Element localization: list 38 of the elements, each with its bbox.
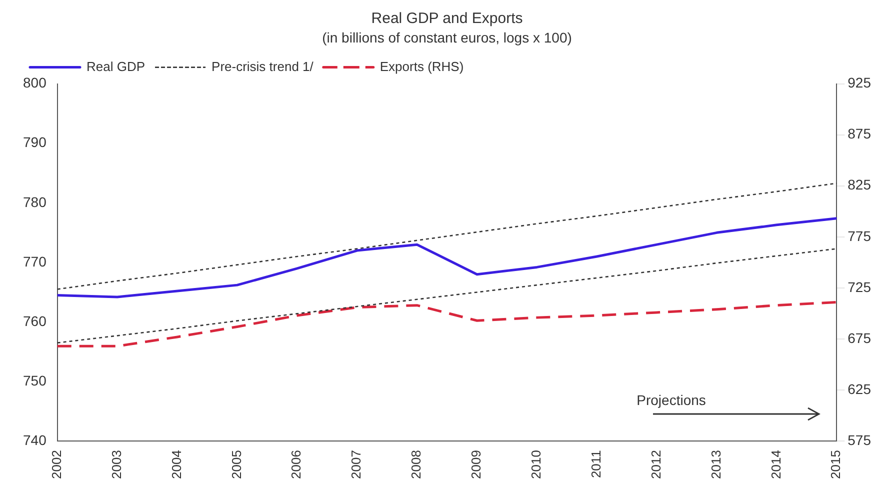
x-tick-label: 2014 xyxy=(768,450,784,479)
y2-tick-label: 575 xyxy=(848,432,872,448)
x-tick-label: 2004 xyxy=(168,450,184,479)
x-tick-label: 2015 xyxy=(828,450,844,479)
y2-tick-label: 725 xyxy=(848,278,872,295)
legend-label: Real GDP xyxy=(86,58,146,74)
y-tick-label: 750 xyxy=(23,372,47,388)
annotation: Projections xyxy=(636,392,706,408)
chart-subtitle: (in billions of constant euros, logs x 100) xyxy=(322,29,572,46)
x-tick-label: 2003 xyxy=(108,450,124,479)
y2-tick-label: 875 xyxy=(848,126,872,142)
x-tick-label: 2010 xyxy=(528,450,544,479)
y2-tick-label: 675 xyxy=(848,330,872,346)
y-tick-label: 790 xyxy=(23,134,47,150)
line-series xyxy=(56,182,838,290)
line-series xyxy=(56,301,838,348)
x-tick-label: 2011 xyxy=(588,450,604,478)
x-tick-label: 2005 xyxy=(228,450,244,479)
y2-tick-label: 775 xyxy=(848,228,872,244)
y2-tick-label: 925 xyxy=(848,74,872,91)
x-tick-label: 2013 xyxy=(708,450,724,479)
legend-label: Pre-crisis trend 1/ xyxy=(212,58,314,74)
y2-tick-label: 825 xyxy=(848,176,872,193)
x-tick-label: 2002 xyxy=(48,450,64,479)
y-tick-label: 780 xyxy=(23,194,47,210)
y-tick-label: 740 xyxy=(23,432,47,448)
x-tick-label: 2006 xyxy=(288,450,304,479)
line-series xyxy=(56,248,838,344)
x-tick-label: 2012 xyxy=(648,450,664,479)
chart-title: Real GDP and Exports xyxy=(371,10,523,28)
x-tick-label: 2008 xyxy=(408,450,424,479)
y-tick-label: 800 xyxy=(23,74,47,91)
x-tick-label: 2009 xyxy=(468,450,484,479)
legend-label: Exports (RHS) xyxy=(380,58,464,74)
x-tick-label: 2007 xyxy=(348,450,364,479)
y-tick-label: 760 xyxy=(23,312,47,329)
y-tick-label: 770 xyxy=(23,253,47,270)
y2-tick-label: 625 xyxy=(848,380,872,397)
